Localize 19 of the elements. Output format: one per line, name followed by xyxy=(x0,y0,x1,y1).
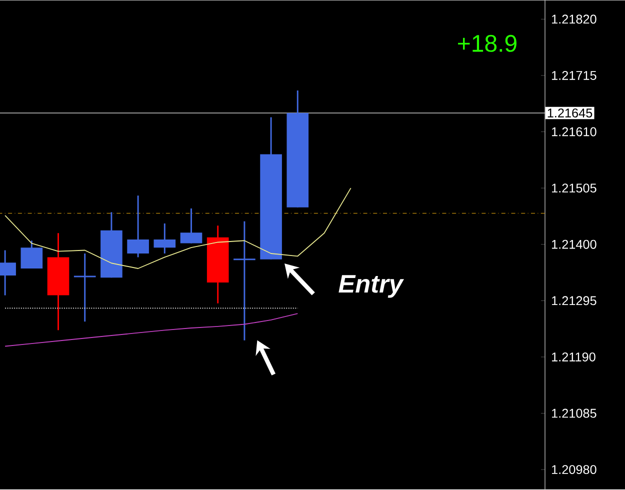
candlestick xyxy=(232,220,256,342)
candlestick xyxy=(154,222,176,254)
y-tick-label: 1.21400 xyxy=(552,240,596,249)
y-tick-label: 1.21610 xyxy=(552,127,596,136)
candlestick xyxy=(127,194,149,258)
candlestick xyxy=(180,208,202,244)
line-series xyxy=(4,188,352,270)
annotation: +18.9 xyxy=(458,35,516,52)
y-tick-label: 1.21505 xyxy=(552,184,596,193)
y-tick-label: 1.21190 xyxy=(552,352,596,362)
y-tick-label: 1.20980 xyxy=(552,465,596,474)
candlestick xyxy=(73,252,96,322)
y-tick-label: 1.21295 xyxy=(552,296,596,306)
y-tick-label: 1.21820 xyxy=(552,14,596,24)
y-tick-label: 1.21715 xyxy=(552,71,596,80)
y-tick-label: 1.21085 xyxy=(552,408,596,418)
annotation: Entry xyxy=(338,275,404,298)
candlestick xyxy=(20,240,43,270)
ref-line-label: 1.21645 xyxy=(548,108,592,118)
